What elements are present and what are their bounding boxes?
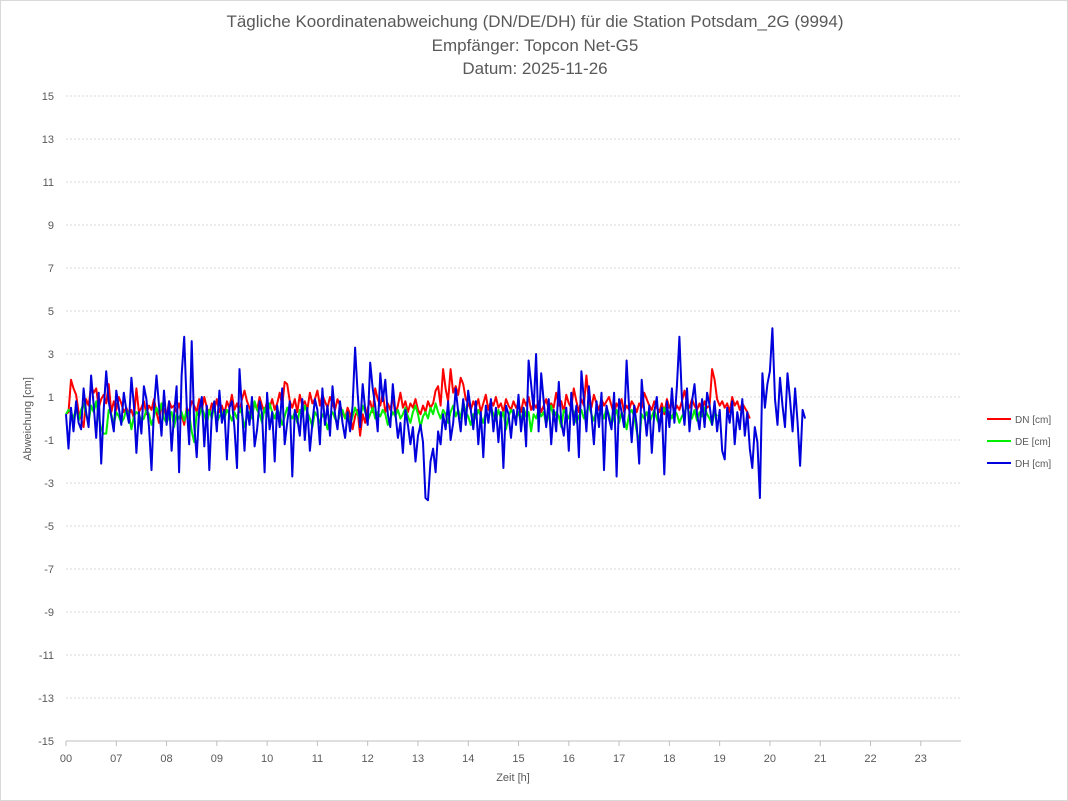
y-tick-label: -7 [44,564,54,576]
x-axis-label: Zeit [h] [496,772,530,784]
x-tick-label: 13 [412,753,424,765]
y-tick-label: -1 [44,435,54,447]
series-line-dh [65,327,807,502]
chart-title-line-1: Tägliche Koordinatenabweichung (DN/DE/DH… [226,12,844,31]
y-tick-label: -5 [44,521,54,533]
x-tick-label: 12 [362,753,374,765]
x-tick-label: 23 [915,753,927,765]
x-tick-label: 22 [864,753,876,765]
y-tick-label: -11 [39,650,54,662]
x-tick-label: 20 [764,753,776,765]
x-tick-label: 07 [110,753,122,765]
y-tick-label: -15 [38,736,54,748]
y-tick-label: 9 [48,220,54,232]
y-tick-label: 1 [48,392,54,404]
legend-label-dn: DN [cm] [1015,415,1051,426]
x-tick-label: 18 [663,753,675,765]
y-tick-label: 11 [43,177,54,189]
x-tick-label: 19 [714,753,726,765]
legend-label-de: DE [cm] [1015,437,1051,448]
legend-label-dh: DH [cm] [1015,459,1051,470]
x-tick-label: 14 [462,753,474,765]
x-tick-label: 09 [211,753,223,765]
x-tick-label: 16 [563,753,575,765]
y-tick-label: -3 [44,478,54,490]
chart-title-line-2: Empfänger: Topcon Net-G5 [431,36,639,55]
y-tick-label: 3 [48,349,54,361]
legend: DN [cm] DE [cm] DH [cm] [987,415,1051,470]
x-tick-label: 00 [60,753,72,765]
x-tick-label: 10 [261,753,273,765]
y-tick-label: 5 [48,306,54,318]
y-tick-label: -9 [44,607,54,619]
y-tick-label: 7 [48,263,54,275]
x-tick-label: 11 [312,753,323,765]
y-tick-label: 15 [42,91,54,103]
x-tick-label: 17 [613,753,625,765]
x-tick-label: 15 [512,753,524,765]
x-tick-label: 21 [814,753,826,765]
y-tick-label: 13 [42,134,54,146]
x-tick-label: 08 [160,753,172,765]
chart-title-line-3: Datum: 2025-11-26 [462,59,608,78]
y-axis-label: Abweichung [cm] [22,377,34,461]
y-tick-label: -13 [38,693,54,705]
